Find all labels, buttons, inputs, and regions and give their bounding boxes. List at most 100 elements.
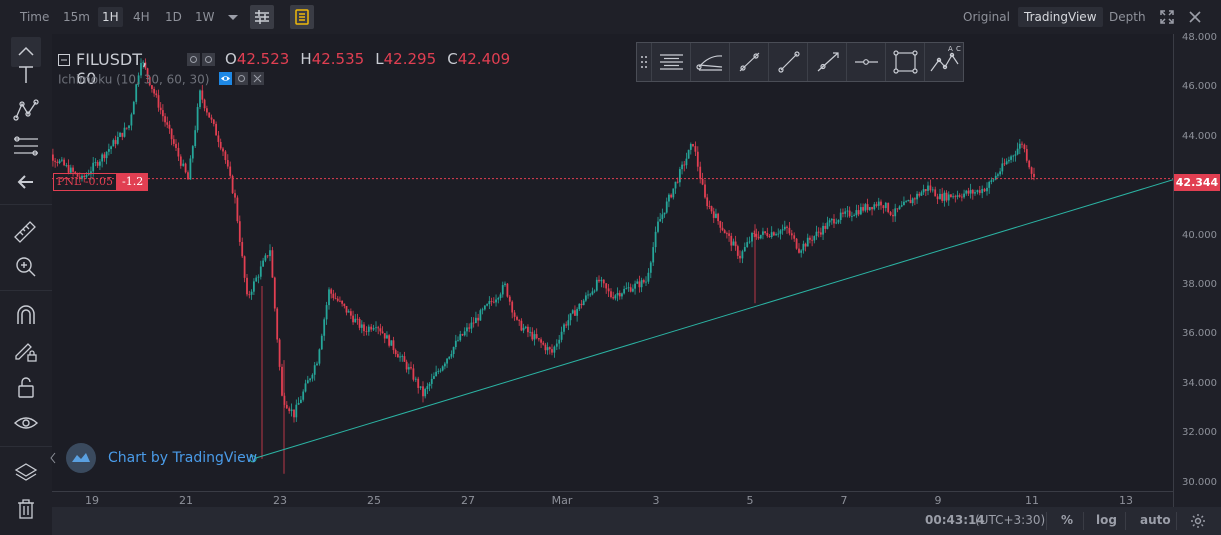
price-tick: 30.000 (1182, 476, 1217, 488)
crosshair-icon[interactable] (11, 37, 41, 67)
candle-body (600, 279, 603, 282)
timezone[interactable]: (UTC+3:30) (975, 513, 1046, 527)
price-tick: 46.000 (1182, 81, 1217, 93)
fib-icon[interactable] (11, 131, 41, 161)
interval-1d[interactable]: 1D (165, 10, 182, 24)
candle-body (1012, 155, 1015, 157)
parallel-lines-icon[interactable] (651, 43, 691, 81)
drag-handle-icon[interactable] (637, 43, 651, 81)
candle-body (269, 250, 271, 257)
eye-icon[interactable] (11, 408, 41, 438)
view-tradingview[interactable]: TradingView (1018, 7, 1103, 27)
notes-icon[interactable] (290, 5, 314, 29)
back-arrow-icon[interactable] (11, 167, 41, 197)
candle-body (809, 237, 811, 240)
chevron-down-icon[interactable] (221, 5, 245, 29)
candle-body (401, 356, 404, 357)
interval-15m[interactable]: 15m (63, 10, 90, 24)
settings-icon[interactable] (187, 52, 217, 71)
candle-body (475, 317, 477, 324)
candle-body (974, 192, 976, 194)
pencil-lock-icon[interactable] (11, 336, 41, 366)
candle-body (424, 389, 427, 397)
interval-1h[interactable]: 1H (98, 7, 123, 27)
percent-toggle[interactable]: % (1061, 513, 1074, 527)
candle-body (779, 230, 782, 234)
close-icon[interactable] (1183, 5, 1207, 29)
clock: 00:43:14 (925, 513, 985, 527)
indicators-icon[interactable] (250, 5, 274, 29)
price-chart[interactable] (36, 34, 1174, 491)
magnet-icon[interactable] (11, 300, 41, 330)
candle-body (463, 331, 466, 336)
segment-icon[interactable] (729, 43, 769, 81)
indicator-visibility-icon[interactable] (219, 72, 265, 88)
auto-toggle[interactable]: auto (1140, 513, 1171, 527)
candle-body (175, 143, 177, 148)
candle-body (313, 365, 316, 375)
candle-body (732, 241, 735, 246)
rectangle-icon[interactable] (885, 43, 925, 81)
text-icon[interactable] (11, 60, 41, 90)
candle-body (828, 220, 831, 223)
candle-body (730, 235, 733, 246)
chevron-left-icon[interactable] (48, 450, 58, 466)
candle-body (208, 112, 211, 118)
candle-body (372, 328, 375, 330)
candle-body (783, 226, 786, 230)
candle-body (839, 212, 842, 221)
candle-body (85, 174, 88, 178)
candle-body (422, 386, 424, 397)
time-axis[interactable]: 19 21 23 25 27 Mar 3 5 7 9 11 13 (52, 491, 1173, 508)
candle-body (516, 316, 518, 320)
candle-body (379, 328, 382, 332)
gear-icon[interactable] (1190, 513, 1206, 533)
candle-body (668, 194, 670, 202)
candle-body (642, 280, 645, 283)
interval-time[interactable]: Time (20, 10, 50, 24)
candle-body (110, 146, 112, 150)
candle-body (960, 196, 963, 198)
trendline-icon[interactable] (768, 43, 808, 81)
interval-1w[interactable]: 1W (195, 10, 215, 24)
ruler-icon[interactable] (11, 216, 41, 246)
layers-icon[interactable] (11, 458, 41, 488)
view-original[interactable]: Original (963, 10, 1010, 24)
candle-body (811, 239, 814, 241)
candle-body (1003, 163, 1006, 165)
lock-icon[interactable] (11, 372, 41, 402)
price-tick: 40.000 (1182, 229, 1217, 241)
candlestick-chart[interactable] (36, 34, 1174, 491)
ohlc-values: O42.523 H42.535 L42.295 C42.409 (225, 50, 511, 68)
candle-body (569, 313, 572, 321)
horizontal-ray-icon[interactable] (846, 43, 886, 81)
pattern-icon[interactable] (11, 95, 41, 125)
candle-body (250, 291, 253, 295)
pitchfork-icon[interactable] (690, 43, 730, 81)
fullscreen-icon[interactable] (1155, 5, 1179, 29)
candle-body (316, 363, 318, 366)
candle-body (304, 383, 307, 392)
candle-body (182, 163, 185, 166)
candle-body (670, 194, 673, 198)
ray-icon[interactable] (807, 43, 847, 81)
candle-body (830, 219, 833, 221)
candle-body (262, 260, 264, 267)
log-toggle[interactable]: log (1096, 513, 1117, 527)
trash-icon[interactable] (11, 494, 41, 524)
candle-body (238, 221, 241, 242)
candle-body (170, 128, 173, 140)
price-tick: 38.000 (1182, 278, 1217, 290)
candle-body (927, 185, 929, 191)
candle-body (1007, 159, 1010, 162)
zoom-icon[interactable] (11, 252, 41, 282)
interval-4h[interactable]: 4H (133, 10, 150, 24)
price-axis[interactable]: 48.00046.00044.00042.00040.00038.00036.0… (1173, 32, 1221, 507)
candle-body (56, 161, 59, 164)
collapse-icon[interactable] (58, 51, 70, 70)
view-depth[interactable]: Depth (1109, 10, 1146, 24)
current-price-tag: 42.344 (1174, 174, 1220, 191)
candle-body (717, 213, 720, 222)
bottombar-divider (1083, 512, 1084, 530)
